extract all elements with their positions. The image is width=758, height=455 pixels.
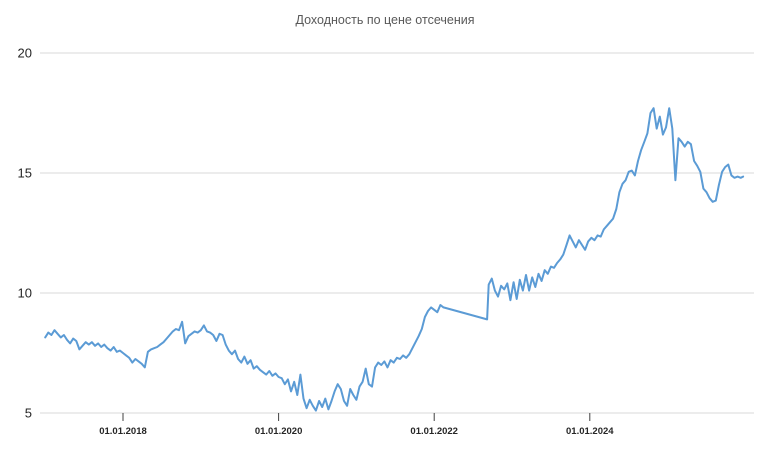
y-axis-label: 15 [18,166,32,181]
y-axis-label: 5 [25,406,32,421]
x-axis-labels: 01.01.2018 01.01.2020 01.01.2022 01.01.2024 [99,426,614,437]
series-line [44,107,745,412]
y-axis-label: 10 [18,286,32,301]
x-axis-tickmarks [122,413,591,421]
x-axis-label: 01.01.2020 [255,426,303,437]
x-axis-label: 01.01.2018 [99,426,147,437]
chart-title: Доходность по цене отсечения [296,13,475,27]
y-axis-label: 20 [18,46,32,61]
x-axis-label: 01.01.2022 [410,426,458,437]
y-axis-labels: 5 10 15 20 [18,46,32,421]
x-axis-label: 01.01.2024 [566,426,614,437]
y-gridlines [40,52,754,414]
